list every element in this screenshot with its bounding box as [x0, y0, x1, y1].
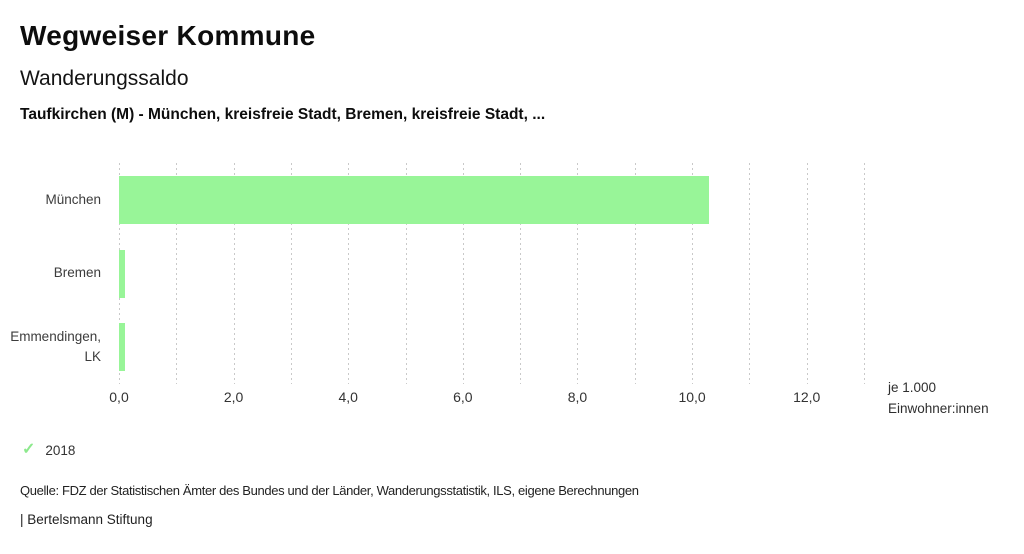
y-axis-labels: München Bremen Emmendingen, LK: [0, 163, 110, 384]
x-axis-tick: 0,0: [109, 389, 129, 405]
unit-label-line-1: je 1.000: [888, 380, 937, 395]
x-axis-tick: 12,0: [793, 389, 821, 405]
chart-selection-subtitle: Taufkirchen (M) - München, kreisfreie St…: [20, 106, 546, 123]
bar-münchen[interactable]: [119, 175, 710, 224]
gridline: [520, 163, 522, 384]
bar-emmendingen-lk[interactable]: [119, 323, 125, 372]
gridline: [634, 163, 636, 384]
gridline: [577, 163, 579, 384]
x-axis-tick-labels: 0,0 2,0 4,0 6,0 8,0 10,0 12,0: [109, 389, 864, 407]
check-icon: ✓: [22, 441, 36, 458]
y-axis-label: München: [45, 191, 101, 207]
gridline: [749, 163, 751, 384]
legend-label: 2018: [45, 442, 76, 458]
attribution: | Bertelsmann Stiftung: [20, 512, 153, 527]
gridline: [176, 163, 178, 384]
gridline: [348, 163, 350, 384]
gridline: [806, 163, 808, 384]
x-axis-tick: 10,0: [678, 389, 706, 405]
gridline: [462, 163, 464, 384]
x-axis-unit-label: je 1.000 Einwohner:innen: [888, 378, 989, 419]
y-axis-label: Bremen: [53, 265, 101, 281]
bar-bremen[interactable]: [119, 249, 125, 298]
x-axis-tick: 2,0: [223, 389, 244, 405]
plot-area: [119, 163, 865, 384]
x-axis-tick: 6,0: [453, 389, 473, 405]
source-note: Quelle: FDZ der Statistischen Ämter des …: [20, 483, 639, 498]
gridline: [864, 163, 865, 384]
y-axis-label: Emmendingen, LK: [10, 329, 101, 365]
gridline: [290, 163, 292, 384]
x-axis-tick: 4,0: [338, 389, 358, 405]
unit-label-line-2: Einwohner:innen: [888, 400, 989, 416]
gridline: [233, 163, 235, 384]
x-axis-tick: 8,0: [567, 389, 588, 405]
legend-item-2018[interactable]: ✓ 2018: [22, 442, 75, 458]
page-title: Wegweiser Kommune: [20, 20, 316, 51]
gridline: [405, 163, 407, 384]
chart-title: Wanderungssaldo: [20, 67, 189, 90]
gridline: [692, 163, 694, 384]
